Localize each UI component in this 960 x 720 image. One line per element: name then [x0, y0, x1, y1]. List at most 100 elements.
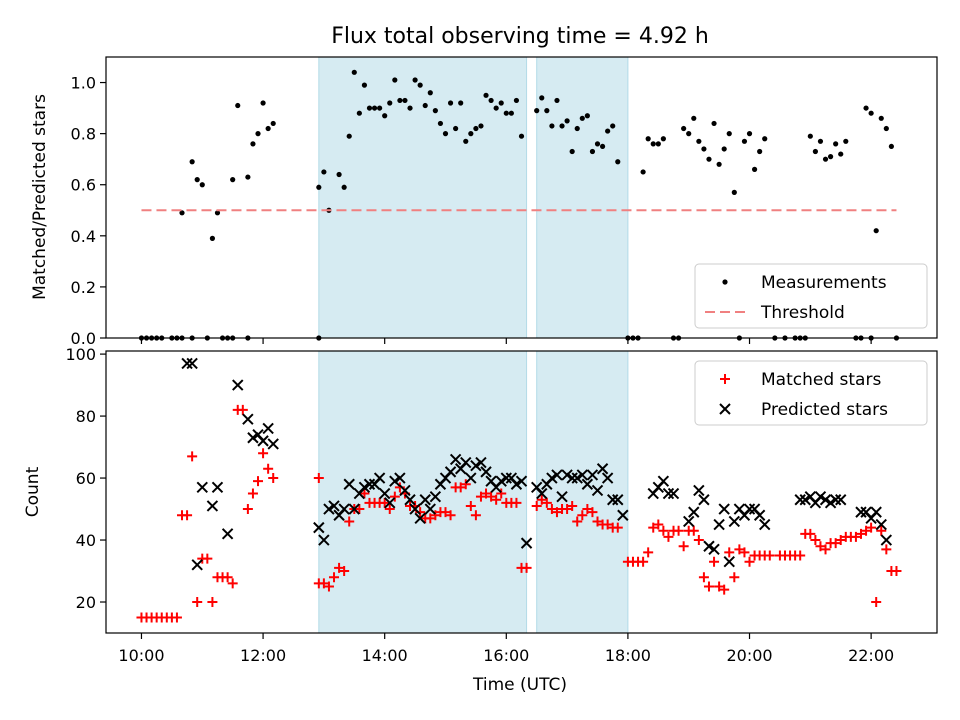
matched-star-marker	[253, 476, 264, 487]
predicted-star-marker	[601, 472, 614, 484]
measurement-point	[726, 131, 732, 137]
matched-star-marker	[658, 525, 669, 536]
predicted-star-marker	[606, 494, 619, 506]
y-tick-label: 100	[65, 345, 96, 364]
matched-star-marker	[714, 581, 725, 592]
legend: Matched stars Predicted stars	[694, 360, 928, 426]
measurement-point	[336, 171, 342, 178]
measurement-point	[316, 184, 322, 190]
measurement-point	[447, 100, 454, 106]
predicted-star-marker	[799, 494, 811, 506]
matched-star-marker	[389, 491, 400, 502]
matched-star-marker	[861, 525, 872, 536]
predicted-star-marker	[221, 528, 234, 540]
measurement-point	[807, 133, 813, 139]
y-tick-label: 20	[76, 593, 96, 612]
measurement-point	[199, 182, 205, 188]
matched-star-marker	[582, 504, 593, 515]
x-tick-label: 22:00	[848, 646, 894, 665]
matched-star-marker	[379, 497, 390, 508]
predicted-star-marker	[191, 559, 203, 571]
measurement-point	[579, 115, 585, 121]
predicted-star-marker	[829, 494, 842, 506]
predicted-star-marker	[373, 472, 386, 484]
measurement-point	[518, 133, 525, 139]
predicted-star-marker	[242, 413, 254, 425]
measurement-point	[488, 97, 494, 104]
predicted-star-marker	[399, 484, 411, 497]
measurement-point	[382, 113, 388, 119]
x-tick-label: 12:00	[240, 646, 286, 665]
x-tick-label: 14:00	[362, 646, 408, 665]
matched-star-marker	[592, 516, 603, 527]
measurement-point	[873, 228, 879, 234]
bottom-y-axis-label: Count	[23, 466, 43, 517]
top-y-axis-label: Matched/Predicted stars	[30, 94, 50, 300]
matched-star-marker	[247, 488, 258, 499]
measurement-point	[179, 210, 185, 216]
predicted-star-marker	[211, 481, 224, 494]
measurement-point	[833, 141, 839, 147]
predicted-star-marker	[596, 463, 609, 475]
measurement-point	[468, 131, 474, 137]
measurement-point	[432, 108, 438, 114]
measurement-point	[564, 118, 570, 124]
measurement-point	[559, 123, 565, 129]
measurement-point	[397, 97, 403, 104]
matched-star-marker	[724, 547, 735, 558]
matched-star-marker	[562, 504, 573, 515]
matched-star-marker	[359, 488, 370, 499]
predicted-star-marker	[348, 503, 360, 515]
measurement-point	[615, 159, 621, 165]
legend-x-swatch	[719, 403, 731, 415]
measurement-point	[270, 120, 276, 127]
predicted-star-marker	[586, 469, 599, 481]
matched-star-marker	[891, 566, 902, 577]
predicted-star-marker	[824, 497, 837, 509]
matched-star-marker	[572, 516, 583, 527]
matched-star-marker	[237, 404, 248, 415]
predicted-star-marker	[536, 487, 548, 500]
predicted-star-marker	[814, 490, 827, 503]
matched-star-marker	[481, 488, 492, 499]
matched-star-marker	[536, 494, 547, 505]
measurement-point	[610, 123, 616, 129]
predicted-star-marker	[703, 540, 715, 552]
matched-star-marker	[663, 531, 674, 542]
matched-star-marker	[323, 581, 334, 592]
predicted-star-marker	[424, 503, 437, 515]
measurement-point	[255, 131, 261, 137]
measurement-point	[508, 110, 514, 116]
predicted-star-marker	[723, 556, 735, 568]
predicted-star-marker	[419, 494, 431, 506]
predicted-star-marker	[693, 484, 705, 497]
matched-star-marker	[496, 488, 507, 499]
matched-star-marker	[430, 510, 441, 521]
predicted-star-marker	[683, 515, 695, 528]
matched-star-marker	[313, 473, 324, 484]
predicted-star-marker	[794, 494, 806, 506]
matched-star-marker	[470, 510, 481, 521]
matched-star-marker	[329, 572, 340, 583]
matched-star-marker	[602, 519, 613, 530]
x-tick-label: 20:00	[726, 646, 772, 665]
y-tick-label: 80	[76, 407, 96, 426]
measurement-point	[650, 141, 656, 147]
predicted-star-marker	[323, 503, 335, 515]
measurement-point	[660, 136, 666, 142]
measurement-point	[544, 108, 550, 114]
measurement-point	[594, 141, 601, 147]
matched-star-marker	[729, 572, 740, 583]
measurement-point	[534, 108, 540, 114]
measurement-point	[341, 184, 347, 190]
predicted-star-marker	[206, 500, 219, 512]
predicted-star-marker	[363, 478, 376, 490]
predicted-star-marker	[181, 357, 193, 370]
measurement-point	[589, 148, 596, 155]
matched-star-marker	[810, 535, 821, 546]
measurement-point	[731, 189, 737, 195]
matched-star-marker	[445, 510, 456, 521]
predicted-star-marker	[753, 509, 766, 521]
measurement-point	[387, 100, 393, 106]
